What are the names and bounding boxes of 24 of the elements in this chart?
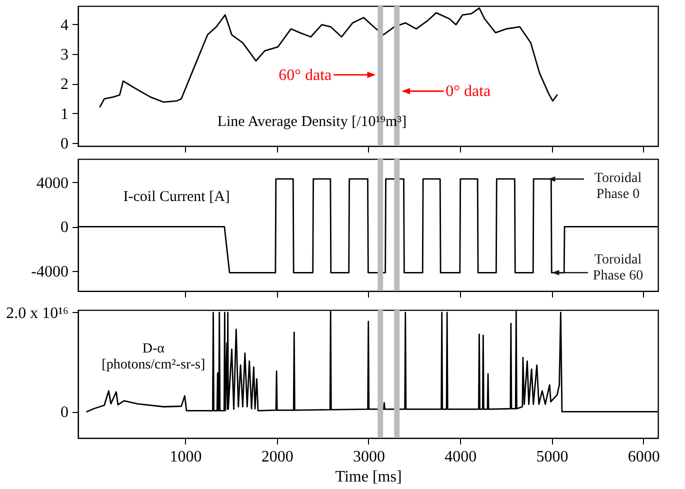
y-tick-label: 2 <box>60 76 68 94</box>
y-tick-label: 2.0 x 10¹⁶ <box>6 304 68 322</box>
y-tick-label: 0 <box>60 136 68 153</box>
annotation: Toroidal Phase 60 <box>592 252 644 284</box>
y-axis-title: I-coil Current [A] <box>123 188 230 205</box>
y-tick-label: 4000 <box>36 174 68 192</box>
x-tick-label: 5000 <box>536 448 568 466</box>
y-axis-title: D-α [photons/cm²-sr-s] <box>102 341 206 372</box>
x-tick-label: 6000 <box>628 448 660 466</box>
annotation: 60° data <box>278 66 332 84</box>
y-tick-label: 0 <box>60 219 68 236</box>
x-tick-label: 3000 <box>352 448 385 466</box>
y-tick-label: 1 <box>60 106 68 123</box>
annotation: Toroidal Phase 0 <box>594 171 642 202</box>
y-tick-label: 3 <box>60 46 68 64</box>
annotation: 0° data <box>446 83 491 100</box>
y-tick-label: 4 <box>60 16 68 34</box>
y-tick-label: 0 <box>60 404 68 422</box>
x-tick-label: 4000 <box>444 448 477 466</box>
x-tick-label: 2000 <box>261 448 294 466</box>
x-axis-title: Time [ms] <box>335 468 402 486</box>
y-axis-title: Line Average Density [/10¹⁹m³] <box>217 114 407 130</box>
y-tick-label: -4000 <box>31 264 68 281</box>
x-tick-label: 1000 <box>170 448 202 466</box>
